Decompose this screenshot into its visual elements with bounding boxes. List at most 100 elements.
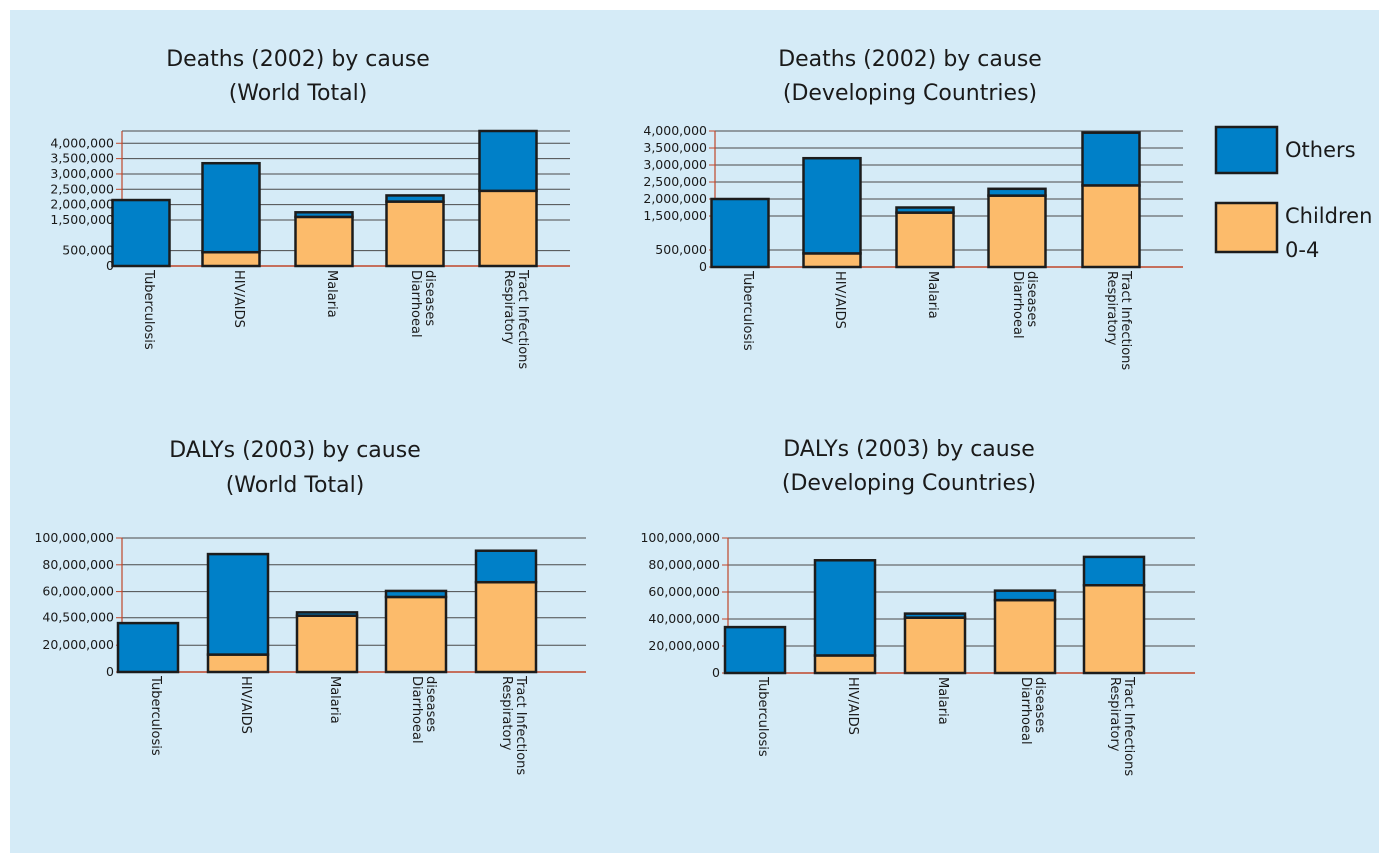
legend-swatch-others <box>1214 125 1279 175</box>
bar-children <box>1082 584 1146 675</box>
bar-others <box>295 611 359 617</box>
legend-label: Children <box>1285 204 1372 228</box>
bar-children <box>895 211 955 269</box>
y-tick-label: 100,000,000 <box>34 530 114 545</box>
y-tick-label: 80,000,000 <box>42 557 114 572</box>
bar-others <box>993 589 1057 602</box>
bar-others <box>723 625 787 675</box>
chart-2: Deaths (2002) by cause (Developing Countr… <box>643 47 1183 370</box>
category-label: Diarrhoeal <box>1010 271 1025 339</box>
bar-others <box>1082 555 1146 587</box>
y-tick-label: 1,500,000 <box>643 208 707 223</box>
bar-children <box>294 215 354 268</box>
category-label: Tuberculosis <box>755 676 770 757</box>
bar-others <box>802 156 862 255</box>
category-label: Tract Infections <box>513 675 528 775</box>
bar-others <box>294 211 354 219</box>
legend-swatch-children <box>1214 201 1279 254</box>
y-tick-label: 40,500,000 <box>42 610 114 625</box>
y-tick-label: 80,000,000 <box>648 557 720 572</box>
category-label: Malaria <box>324 270 339 318</box>
bar-children <box>384 595 448 674</box>
y-tick-label: 4,000,000 <box>643 123 707 138</box>
chart-title: Deaths (2002) by cause <box>778 47 1042 72</box>
bar-others <box>385 194 445 203</box>
bar-others <box>813 559 877 657</box>
category-label: Diarrhoeal <box>1018 677 1033 745</box>
bar-children <box>802 252 862 269</box>
bar-others <box>710 197 770 269</box>
category-label: HIV/AIDS <box>231 270 246 328</box>
chart-title: (Developing Countries) <box>783 81 1037 106</box>
y-tick-label: 2,500,000 <box>50 181 114 196</box>
bar-children <box>903 616 967 675</box>
category-label: diseases <box>1032 677 1047 733</box>
category-label: HIV/AIDS <box>845 677 860 735</box>
y-tick-label: 60,000,000 <box>42 584 114 599</box>
legend-label: 0-4 <box>1285 238 1319 262</box>
bar-children <box>201 250 261 268</box>
chart-title: DALYs (2003) by cause <box>783 437 1034 462</box>
y-tick-label: 0 <box>699 259 707 274</box>
y-tick-label: 500,000 <box>62 243 114 258</box>
category-label: Malaria <box>935 677 950 725</box>
bar-others <box>895 206 955 214</box>
category-label: Tract Infections <box>515 269 530 369</box>
category-label: Tuberculosis <box>141 269 156 350</box>
bar-children <box>993 598 1057 675</box>
category-label: diseases <box>423 676 438 732</box>
bar-others <box>116 621 180 674</box>
y-tick-label: 1,500,000 <box>50 212 114 227</box>
chart-title: (World Total) <box>229 81 368 106</box>
bar-others <box>474 549 538 584</box>
y-tick-label: 0 <box>106 258 114 273</box>
category-label: Tract Infections <box>1118 270 1133 370</box>
chart-title: (Developing Countries) <box>782 471 1036 496</box>
bar-others <box>201 161 261 254</box>
bar-others <box>384 589 448 599</box>
category-label: Respiratory <box>501 270 516 345</box>
y-tick-label: 20,000,000 <box>42 637 114 652</box>
category-label: diseases <box>1024 271 1039 327</box>
bar-children <box>813 654 877 675</box>
bar-children <box>474 580 538 674</box>
category-label: diseases <box>422 270 437 326</box>
legend-label: Others <box>1285 138 1356 162</box>
category-label: Respiratory <box>1107 677 1122 752</box>
y-tick-label: 3,000,000 <box>643 157 707 172</box>
y-tick-label: 0 <box>712 665 720 680</box>
bar-children <box>385 200 445 268</box>
chart-3: DALYs (2003) by cause (World Total) 0 20,00… <box>34 438 586 775</box>
category-label: Tract Infections <box>1121 676 1136 776</box>
category-label: Malaria <box>327 676 342 724</box>
bar-others <box>1081 131 1141 187</box>
y-tick-label: 3,500,000 <box>643 140 707 155</box>
category-label: Tuberculosis <box>148 675 163 756</box>
category-label: Malaria <box>925 271 940 319</box>
chart-title: (World Total) <box>226 473 365 498</box>
bar-children <box>1081 184 1141 269</box>
y-tick-label: 2,000,000 <box>643 191 707 206</box>
y-tick-label: 20,000,000 <box>648 638 720 653</box>
category-label: Respiratory <box>1104 271 1119 346</box>
bar-others <box>111 198 171 268</box>
y-tick-label: 4,000,000 <box>50 135 114 150</box>
category-label: Diarrhoeal <box>408 270 423 338</box>
y-tick-label: 60,000,000 <box>648 584 720 599</box>
bar-children <box>478 189 538 268</box>
y-tick-label: 3,000,000 <box>50 166 114 181</box>
category-label: Tuberculosis <box>740 270 755 351</box>
bar-others <box>903 612 967 619</box>
y-tick-label: 3,500,000 <box>50 151 114 166</box>
y-tick-label: 0 <box>106 664 114 679</box>
y-tick-label: 2,000,000 <box>50 197 114 212</box>
category-label: HIV/AIDS <box>832 271 847 329</box>
figure-panel <box>10 10 1379 853</box>
bar-others <box>987 187 1047 197</box>
category-label: HIV/AIDS <box>238 676 253 734</box>
y-tick-label: 500,000 <box>655 242 707 257</box>
bar-others <box>206 552 270 656</box>
bar-others <box>478 129 538 193</box>
y-tick-label: 2,500,000 <box>643 174 707 189</box>
